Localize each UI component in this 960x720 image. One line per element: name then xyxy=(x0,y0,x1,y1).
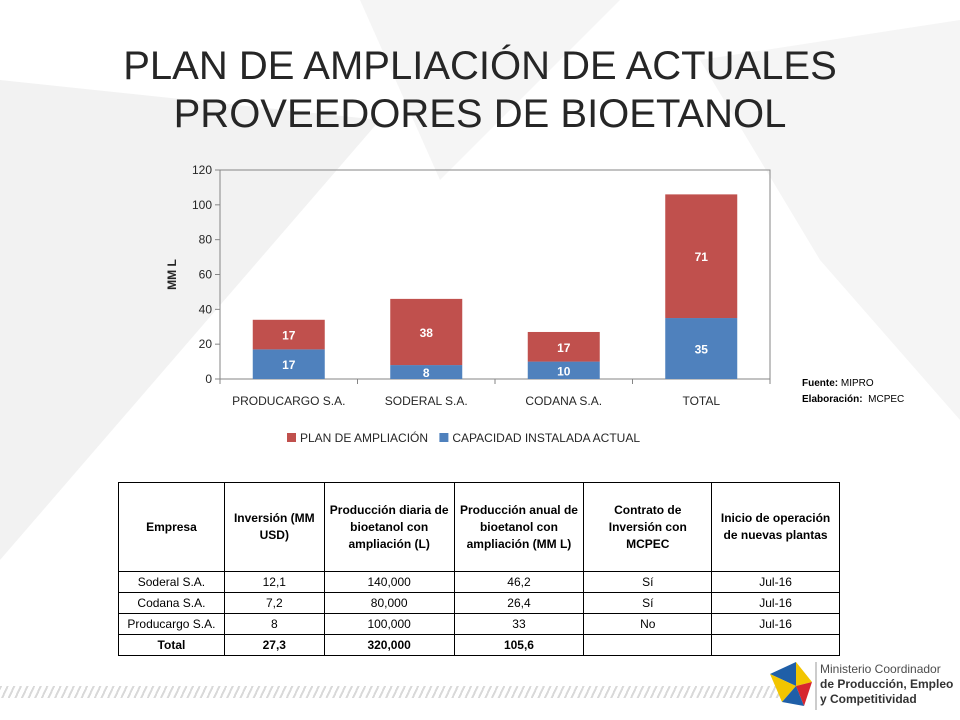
bar-data-label: 8 xyxy=(423,366,430,380)
cell-empresa: Soderal S.A. xyxy=(118,571,225,593)
cell-prod-anual: 46,2 xyxy=(453,571,585,593)
bar-segment xyxy=(665,318,738,379)
cell-prod-diaria: 100,000 xyxy=(323,613,455,635)
cell-prod-diaria: 140,000 xyxy=(323,571,455,593)
y-tick-label: 60 xyxy=(199,268,213,282)
bar-segment xyxy=(665,194,738,319)
cell-empresa: Producargo S.A. xyxy=(118,613,225,635)
bar-data-label: 71 xyxy=(695,250,709,264)
legend-label: CAPACIDAD INSTALADA ACTUAL xyxy=(452,431,640,445)
header-inicio: Inicio de operación de nuevas plantas xyxy=(711,482,840,572)
bar-segment xyxy=(390,365,463,379)
cell-contrato: Sí xyxy=(583,571,713,593)
cell-inicio: Jul-16 xyxy=(711,571,840,593)
header-inversion: Inversión (MM USD) xyxy=(223,482,325,572)
y-tick-label: 100 xyxy=(192,198,212,212)
legend-swatch xyxy=(287,433,296,442)
x-tick-label: CODANA S.A. xyxy=(525,394,602,408)
total-empresa: Total xyxy=(118,634,225,656)
header-contrato: Contrato de Inversión con MCPEC xyxy=(583,482,713,572)
total-prod-diaria: 320,000 xyxy=(323,634,455,656)
table-row: Producargo S.A. 8 100,000 33 No Jul-16 xyxy=(118,613,840,635)
total-prod-anual: 105,6 xyxy=(453,634,585,656)
total-inversion: 27,3 xyxy=(223,634,325,656)
bar-segment xyxy=(252,349,325,379)
bar-data-label: 17 xyxy=(557,341,571,355)
logo-line-3: y Competitividad xyxy=(820,692,917,706)
table-total-row: Total 27,3 320,000 105,6 xyxy=(118,634,840,656)
bar-data-label: 35 xyxy=(695,343,709,357)
x-tick-label: SODERAL S.A. xyxy=(385,394,468,408)
total-inicio xyxy=(711,634,840,656)
slide-title-line-2: PROVEEDORES DE BIOETANOL xyxy=(173,92,787,136)
cell-inicio: Jul-16 xyxy=(711,592,840,614)
investment-table: Empresa Inversión (MM USD) Producción di… xyxy=(118,482,840,656)
table-header-row: Empresa Inversión (MM USD) Producción di… xyxy=(118,482,840,572)
logo-line-1: Ministerio Coordinador xyxy=(820,662,941,676)
y-tick-label: 20 xyxy=(199,337,213,351)
cell-prod-anual: 33 xyxy=(453,613,585,635)
ministry-logo-text: Ministerio Coordinador de Producción, Em… xyxy=(820,662,953,707)
y-tick-label: 40 xyxy=(199,302,213,316)
cell-prod-anual: 26,4 xyxy=(453,592,585,614)
header-prod-diaria: Producción diaria de bioetanol con ampli… xyxy=(323,482,455,572)
y-tick-label: 120 xyxy=(192,163,212,177)
x-tick-label: PRODUCARGO S.A. xyxy=(232,394,345,408)
bar-data-label: 38 xyxy=(420,326,434,340)
slide-title: PLAN DE AMPLIACIÓN DE ACTUALES PROVEEDOR… xyxy=(60,42,900,138)
bar-segment xyxy=(390,298,463,366)
cell-inversion: 7,2 xyxy=(223,592,325,614)
y-tick-label: 80 xyxy=(199,233,213,247)
logo-line-2: de Producción, Empleo xyxy=(820,677,954,691)
header-prod-anual: Producción anual de bioetanol con amplia… xyxy=(453,482,585,572)
fuente-label: Fuente: xyxy=(802,378,839,389)
source-note: Fuente: MIPRO Elaboración: MCPEC xyxy=(802,376,904,408)
y-axis-label: MM L xyxy=(165,259,179,290)
cell-prod-diaria: 80,000 xyxy=(323,592,455,614)
table-row: Soderal S.A. 12,1 140,000 46,2 Sí Jul-16 xyxy=(118,571,840,593)
bar-segment xyxy=(252,319,325,350)
cell-inversion: 12,1 xyxy=(223,571,325,593)
table-row: Codana S.A. 7,2 80,000 26,4 Sí Jul-16 xyxy=(118,592,840,614)
cell-inicio: Jul-16 xyxy=(711,613,840,635)
bar-data-label: 10 xyxy=(557,364,571,378)
bar-data-label: 17 xyxy=(282,358,296,372)
x-tick-label: TOTAL xyxy=(682,394,720,408)
total-contrato xyxy=(583,634,713,656)
y-tick-label: 0 xyxy=(205,372,212,386)
header-empresa: Empresa xyxy=(118,482,225,572)
fuente-value: MIPRO xyxy=(840,378,874,389)
cell-empresa: Codana S.A. xyxy=(118,592,225,614)
cell-contrato: Sí xyxy=(583,592,713,614)
elaboracion-value: MCPEC xyxy=(868,394,905,405)
legend-swatch xyxy=(439,433,449,442)
stacked-bar-chart: 0 20 40 60 80 100 120 MM L 17 17 PRODUCARGO S.A. 8 3… xyxy=(165,163,771,445)
elaboracion-label: Elaboración: xyxy=(802,394,863,405)
ministry-logo-icon xyxy=(770,662,817,710)
bar-data-label: 17 xyxy=(282,329,296,343)
cell-contrato: No xyxy=(583,613,713,635)
legend-label: PLAN DE AMPLIACIÓN xyxy=(300,430,428,445)
bar-segment xyxy=(527,331,600,362)
slide-title-line-1: PLAN DE AMPLIACIÓN DE ACTUALES xyxy=(123,44,837,88)
cell-inversion: 8 xyxy=(223,613,325,635)
decorative-stripe xyxy=(0,686,800,698)
bar-segment xyxy=(527,361,600,379)
